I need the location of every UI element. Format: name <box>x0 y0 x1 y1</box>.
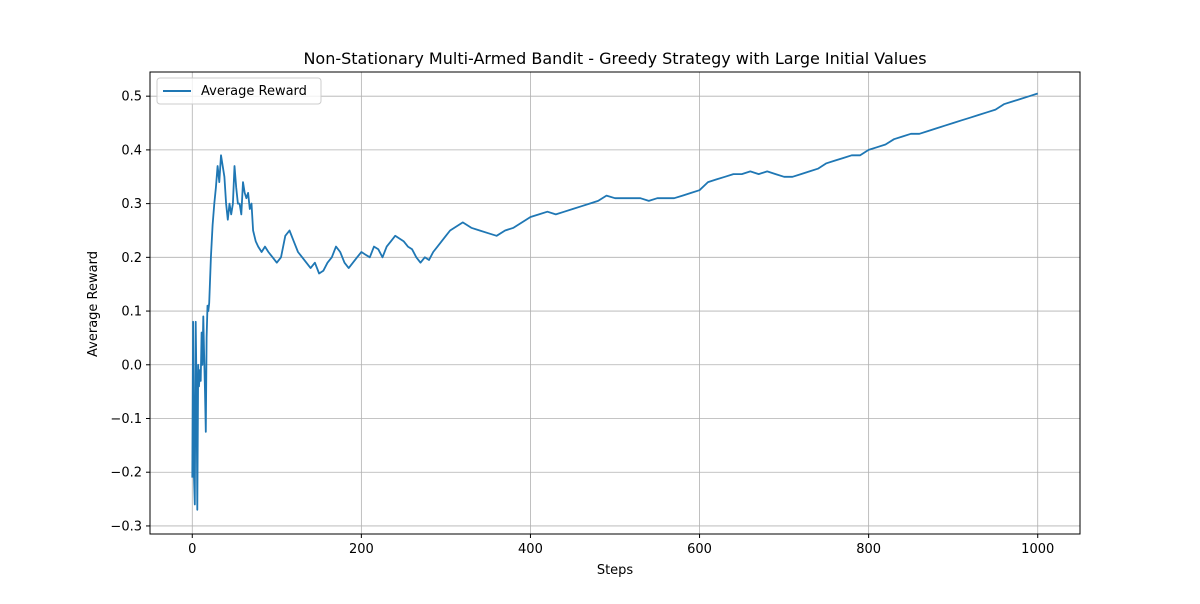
x-axis-label: Steps <box>597 563 634 578</box>
x-tick-label: 200 <box>349 542 374 557</box>
y-tick-label: −0.2 <box>110 466 142 481</box>
x-tick-label: 1000 <box>1021 542 1054 557</box>
y-tick-label: 0.2 <box>121 251 142 266</box>
legend-label: Average Reward <box>201 84 307 99</box>
y-tick-label: 0.0 <box>121 358 142 373</box>
series-line-average-reward <box>191 92 1038 511</box>
y-tick-label: 0.5 <box>121 90 142 105</box>
x-axis-ticks: 0 200 400 600 800 1000 <box>188 534 1054 557</box>
y-axis-ticks: −0.3 −0.2 −0.1 0.0 0.1 0.2 0.3 0.4 0.5 <box>110 90 150 534</box>
x-tick-label: 600 <box>687 542 712 557</box>
legend: Average Reward <box>156 77 322 105</box>
x-tick-label: 800 <box>856 542 881 557</box>
y-tick-label: 0.1 <box>121 305 142 320</box>
chart-title: Non-Stationary Multi-Armed Bandit - Gree… <box>303 49 926 68</box>
y-tick-label: −0.3 <box>110 519 142 534</box>
x-tick-label: 0 <box>188 542 196 557</box>
y-tick-label: 0.3 <box>121 197 142 212</box>
plot-area-frame <box>149 71 1081 535</box>
y-tick-label: 0.4 <box>121 143 142 158</box>
y-tick-label: −0.1 <box>110 412 142 427</box>
x-tick-label: 400 <box>518 542 543 557</box>
y-axis-label: Average Reward <box>86 251 101 357</box>
series-layer <box>191 92 1038 511</box>
grid <box>150 72 1080 534</box>
legend-box <box>156 77 322 105</box>
